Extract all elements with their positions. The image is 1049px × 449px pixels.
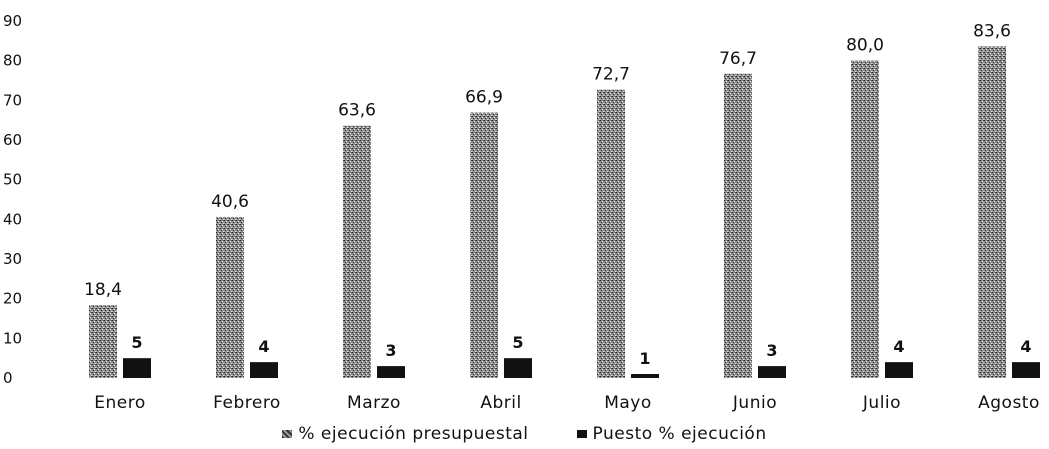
bar-ejecucion-presupuestal [343, 125, 371, 378]
bar-puesto-ejecucion [377, 366, 405, 378]
legend-label-ejecucion-presupuestal: % ejecución presupuestal [298, 424, 529, 444]
legend-swatch-puesto-ejecucion [576, 430, 587, 438]
y-tick-label: 70 [3, 91, 22, 109]
data-label-puesto-ejecucion: 1 [639, 349, 650, 368]
bar-puesto-ejecucion [250, 362, 278, 378]
legend-item-puesto-ejecucion: Puesto % ejecución [576, 424, 767, 444]
legend: % ejecución presupuestal Puesto % ejecuc… [0, 424, 1049, 444]
data-label-puesto-ejecucion: 5 [131, 333, 142, 352]
data-label-puesto-ejecucion: 3 [766, 341, 777, 360]
legend-swatch-ejecucion-presupuestal [282, 430, 293, 438]
x-axis: Enero Febrero Marzo Abril Mayo Junio Julio Agos… [94, 393, 1040, 413]
data-label-ejecucion-presupuestal: 83,6 [973, 21, 1011, 41]
bar-puesto-ejecucion [758, 366, 786, 378]
y-tick-label: 0 [3, 369, 13, 387]
bar-chart: 0 10 20 30 40 50 60 70 80 90 18,4 5 40,6 4 63,6 3 66,9 5… [3, 12, 1040, 413]
y-tick-label: 50 [3, 171, 22, 189]
data-label-puesto-ejecucion: 3 [385, 341, 396, 360]
x-tick-label: Marzo [347, 393, 401, 413]
x-tick-label: Mayo [604, 393, 652, 413]
y-tick-label: 10 [3, 329, 22, 347]
x-tick-label: Agosto [978, 393, 1040, 413]
bar-ejecucion-presupuestal [470, 112, 498, 378]
y-axis: 0 10 20 30 40 50 60 70 80 90 [3, 12, 22, 387]
bar-puesto-ejecucion [1012, 362, 1040, 378]
data-label-puesto-ejecucion: 5 [512, 333, 523, 352]
y-tick-label: 20 [3, 290, 22, 308]
data-label-ejecucion-presupuestal: 40,6 [211, 192, 249, 212]
x-tick-label: Enero [94, 393, 146, 413]
x-tick-label: Febrero [213, 393, 281, 413]
data-label-ejecucion-presupuestal: 18,4 [84, 280, 122, 300]
data-label-ejecucion-presupuestal: 66,9 [465, 88, 503, 108]
y-tick-label: 40 [3, 210, 22, 228]
bar-puesto-ejecucion [631, 374, 659, 378]
bar-ejecucion-presupuestal [89, 305, 117, 378]
data-label-puesto-ejecucion: 4 [258, 337, 269, 356]
data-label-puesto-ejecucion: 4 [893, 337, 904, 356]
bar-ejecucion-presupuestal [216, 216, 244, 378]
bar-puesto-ejecucion [123, 358, 151, 378]
x-tick-label: Junio [732, 393, 777, 413]
y-tick-label: 60 [3, 131, 22, 149]
data-labels: 18,4 5 40,6 4 63,6 3 66,9 5 72,7 1 76,7 3 80,0 4 83,6 4 [84, 21, 1032, 368]
data-label-ejecucion-presupuestal: 76,7 [719, 49, 757, 69]
data-label-puesto-ejecucion: 4 [1020, 337, 1031, 356]
y-tick-label: 30 [3, 250, 22, 268]
bar-ejecucion-presupuestal [978, 46, 1006, 379]
data-label-ejecucion-presupuestal: 80,0 [846, 36, 884, 56]
x-tick-label: Abril [480, 393, 521, 413]
bar-puesto-ejecucion [885, 362, 913, 378]
bar-ejecucion-presupuestal [851, 60, 879, 379]
y-tick-label: 80 [3, 52, 22, 70]
legend-label-puesto-ejecucion: Puesto % ejecución [592, 424, 767, 444]
bar-ejecucion-presupuestal [724, 73, 752, 379]
legend-item-ejecucion-presupuestal: % ejecución presupuestal [282, 424, 528, 444]
data-label-ejecucion-presupuestal: 63,6 [338, 101, 376, 121]
bar-ejecucion-presupuestal [597, 89, 625, 378]
bars [89, 46, 1040, 379]
data-label-ejecucion-presupuestal: 72,7 [592, 65, 630, 85]
y-tick-label: 90 [3, 12, 22, 30]
bar-puesto-ejecucion [504, 358, 532, 378]
x-tick-label: Julio [862, 393, 901, 413]
